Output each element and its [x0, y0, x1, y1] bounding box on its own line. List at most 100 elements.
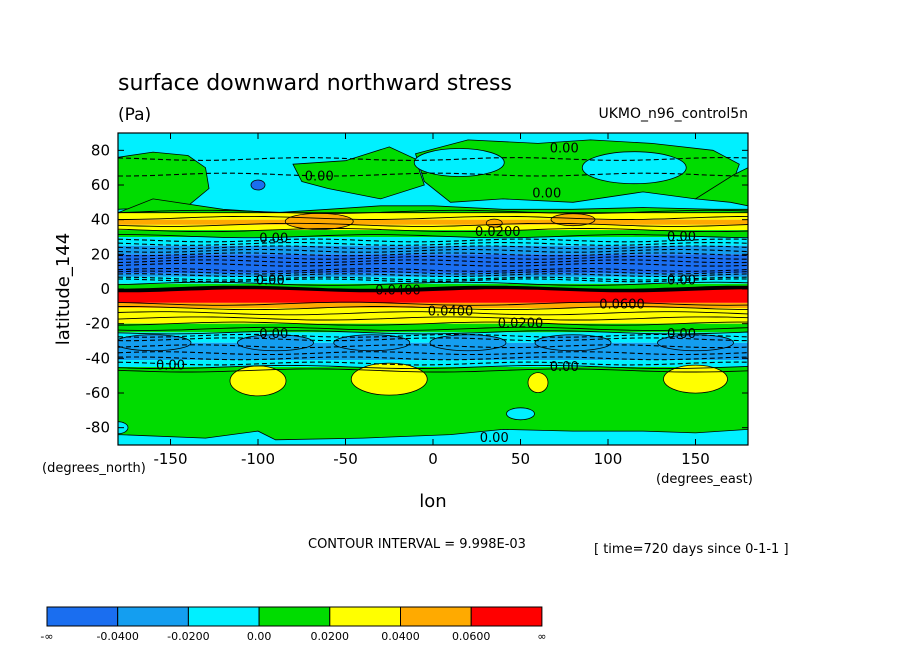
- contour-line-negative: [118, 333, 748, 338]
- contour-line: [118, 321, 748, 326]
- contour-band: [118, 302, 748, 309]
- plot-area: [117, 132, 749, 446]
- contour-label: 0.0400: [375, 284, 421, 299]
- contour-label: 0.00: [305, 169, 334, 184]
- x-tick-label: 100: [594, 450, 623, 468]
- y-tick-label: -80: [86, 419, 111, 437]
- contour-line-negative: [118, 248, 748, 253]
- contour-band: [118, 289, 748, 303]
- contour-label: 0.00: [667, 273, 696, 288]
- contour-label: 0.00: [667, 327, 696, 342]
- contour-line-negative: [118, 245, 748, 250]
- colorbar-label: 0.0400: [381, 630, 420, 643]
- contour-line-negative: [118, 238, 748, 243]
- colorbar-label: -0.0400: [96, 630, 138, 643]
- colorbar-label: 0.0600: [452, 630, 491, 643]
- contour-band: [118, 219, 748, 225]
- contour-line: [118, 326, 748, 331]
- contour-line: [118, 306, 748, 311]
- y-tick-label: 40: [91, 211, 110, 229]
- contour-line-negative: [118, 337, 748, 342]
- contour-label: 0.00: [256, 273, 285, 288]
- chart-title: surface downward northward stress: [118, 71, 512, 96]
- contour-line-negative: [118, 276, 748, 281]
- colorbar-label: -∞: [40, 630, 53, 643]
- contour-line: [118, 215, 748, 220]
- y-tick-label: 0: [100, 280, 110, 298]
- contour-label: 0.00: [259, 327, 288, 342]
- contour-line: [118, 286, 748, 293]
- region-s-yellow: [663, 364, 728, 394]
- x-tick-label: -100: [241, 450, 275, 468]
- contour-line-negative: [118, 361, 748, 366]
- contour-line: [118, 281, 748, 286]
- contour-line-negative: [118, 344, 748, 349]
- contour-line: [118, 311, 748, 316]
- colorbar-label: ∞: [537, 630, 546, 643]
- y-units-label: (degrees_north): [42, 461, 146, 476]
- contour-line: [118, 285, 748, 292]
- x-axis-label: lon: [419, 491, 446, 512]
- contour-line-negative: [118, 278, 748, 283]
- contour-line-negative: [118, 270, 748, 275]
- contour-label: 0.00: [259, 232, 288, 247]
- y-tick-label: -20: [86, 315, 111, 333]
- colorbar-swatch: [117, 606, 189, 627]
- y-axis-label: latitude_144: [53, 233, 74, 345]
- x-tick-label: 150: [681, 450, 710, 468]
- contour-line: [118, 228, 748, 233]
- contour-label: 0.00: [667, 230, 696, 245]
- contour-labels: 0.00 0.00 0.00 0.00 0.0200 0.00 0.00 0.0400 0.00…: [156, 142, 696, 446]
- contour-label: 0.0400: [428, 305, 474, 320]
- region-n-east: [694, 167, 748, 207]
- contour-label: 0.0600: [599, 298, 645, 313]
- contour-line: [118, 330, 748, 335]
- contour-band: [118, 283, 748, 289]
- y-tick-label: -60: [86, 384, 111, 402]
- contour-line: [118, 368, 748, 373]
- contour-label: 0.00: [550, 360, 579, 375]
- colorbar-swatch: [258, 606, 331, 627]
- units-label: (Pa): [118, 105, 151, 125]
- contour-band: [118, 323, 748, 333]
- x-tick-label: 0: [428, 450, 438, 468]
- contour-line: [118, 222, 748, 227]
- region-s-yellow: [527, 372, 549, 394]
- colorbar-label: 0.00: [247, 630, 272, 643]
- colorbar-label: 0.0200: [311, 630, 350, 643]
- contour-line-negative: [118, 356, 748, 361]
- y-tick-label: 60: [91, 176, 110, 194]
- region-n-orange: [284, 212, 354, 230]
- contour-label: 0.00: [550, 142, 579, 157]
- colorbar-swatch: [400, 606, 472, 627]
- x-axis-ticks: -150 -100 -50 0 50 100 150: [153, 133, 710, 468]
- colorbar-swatch: [470, 606, 543, 627]
- contour-line-negative: [118, 157, 748, 161]
- region-n-spot: [250, 179, 266, 191]
- dataset-label: UKMO_n96_control5n: [598, 106, 748, 122]
- region-s-yellow: [350, 362, 428, 396]
- contour-line-negative: [118, 351, 748, 356]
- contour-label: 0.0200: [475, 225, 521, 240]
- colorbar: -∞ -0.0400 -0.0200 0.00 0.0200 0.0400 0.0600 ∞: [40, 606, 546, 643]
- y-axis-ticks: 80 60 40 20 0 -20 -40 -60 -80: [86, 141, 748, 437]
- contour-line: [118, 364, 748, 370]
- contour-line-negative: [118, 255, 748, 260]
- contour-band: [118, 230, 748, 237]
- x-tick-label: -50: [333, 450, 358, 468]
- contour-label: 0.00: [532, 187, 561, 202]
- x-tick-label: -150: [153, 450, 187, 468]
- contour-label: 0.00: [480, 431, 509, 446]
- contour-line: [118, 301, 748, 306]
- x-units-label: (degrees_east): [656, 472, 753, 487]
- colorbar-swatch: [329, 606, 401, 627]
- contour-line: [118, 316, 748, 321]
- contour-line: [118, 234, 748, 239]
- region-s-pole: [118, 428, 748, 445]
- colorbar-swatch: [187, 606, 260, 627]
- region-n-pool: [581, 151, 687, 185]
- x-tick-label: 50: [511, 450, 530, 468]
- contour-band: [118, 224, 748, 231]
- y-tick-label: 20: [91, 245, 110, 263]
